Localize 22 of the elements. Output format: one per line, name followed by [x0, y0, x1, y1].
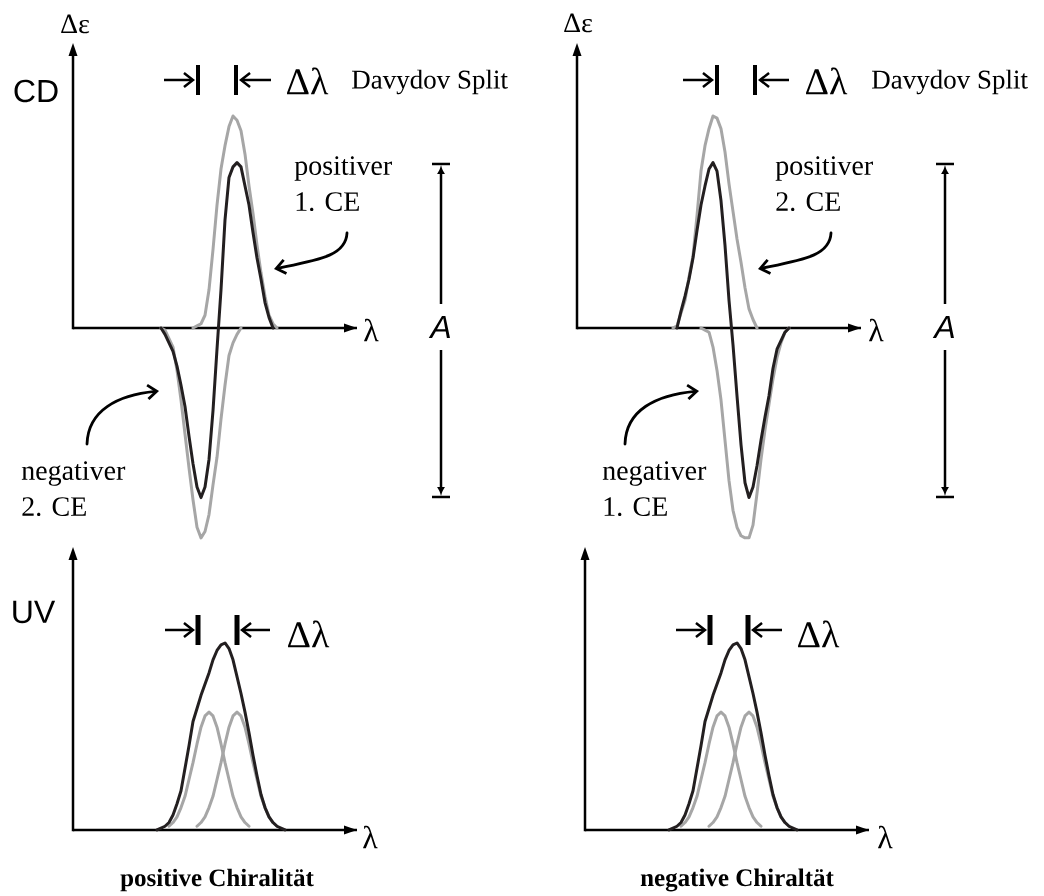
text: positive Chiralität — [120, 868, 314, 892]
annotation: positiver 1. CE — [294, 156, 392, 212]
text: Davydov Split — [871, 69, 1028, 95]
annotation: negativer 2. CE — [21, 461, 126, 517]
text: Δλ — [806, 67, 848, 95]
text: negative Chiraltät — [640, 868, 834, 892]
annotation: negativer 1. CE — [602, 461, 707, 517]
x-axis-title: λ — [364, 318, 379, 342]
annotation: Δλ — [798, 620, 840, 648]
text: A — [428, 315, 450, 338]
text: Davydov Split — [351, 69, 508, 95]
text: A — [932, 315, 954, 338]
x-axis-title: λ — [363, 825, 378, 849]
chart-title: UV — [13, 600, 56, 624]
text: Δλ — [287, 67, 329, 95]
chart-title: CD — [14, 79, 58, 103]
x-axis-title: λ — [869, 318, 884, 342]
annotation: positiver 2. CE — [775, 156, 873, 212]
y-axis-title: Δε — [564, 13, 593, 33]
annotation: Δλ — [288, 620, 330, 648]
y-axis-title: Δε — [61, 14, 90, 34]
x-axis-title: λ — [878, 825, 893, 849]
